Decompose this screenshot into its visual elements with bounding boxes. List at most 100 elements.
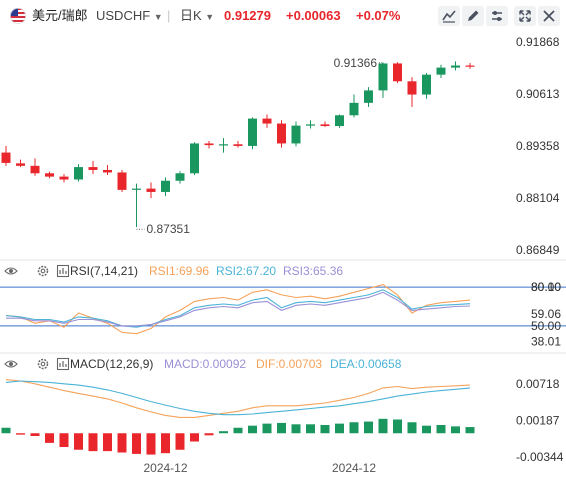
- fullscreen-button[interactable]: [514, 6, 536, 26]
- candle-body: [306, 124, 315, 126]
- macd-histogram-bar: [1, 427, 11, 434]
- macd-histogram-bar: [378, 418, 388, 434]
- draw-button[interactable]: [462, 6, 484, 26]
- macd-histogram-bar: [190, 433, 199, 442]
- candle-body: [393, 63, 402, 82]
- candle-body: [277, 123, 286, 144]
- candle-body: [117, 172, 127, 190]
- macd-histogram-bar: [16, 433, 25, 435]
- gear-icon[interactable]: [36, 264, 50, 278]
- price-tick-label: 0.89358: [516, 139, 560, 153]
- macd-series-line: [5, 379, 471, 418]
- candle-body: [204, 143, 214, 146]
- eye-icon[interactable]: [4, 357, 18, 371]
- period-selector[interactable]: 日K ▼: [180, 8, 214, 25]
- candle-body: [436, 67, 446, 75]
- rsi-tick-label: 38.01: [531, 334, 561, 348]
- macd-header: MACD(12,26,9) MACD:0.00092 DIF:0.00703 D…: [4, 356, 444, 372]
- rsi-tick-label: 80.10: [531, 280, 561, 294]
- macd-histogram-bar: [117, 433, 127, 453]
- macd-histogram-bar: [436, 425, 446, 434]
- last-price: 0.91279: [224, 8, 271, 23]
- macd-histogram-bar: [175, 433, 185, 450]
- indicator-box-icon[interactable]: [56, 264, 70, 278]
- high-price-annotation: 0.91366: [334, 56, 378, 70]
- candle-body: [132, 188, 141, 190]
- rsi3-legend: RSI3:65.36: [283, 264, 344, 278]
- trend-line-icon: [442, 10, 456, 23]
- candle-body: [349, 102, 359, 116]
- macd-histogram-bar: [30, 433, 40, 436]
- macd-tick-label: -0.00344: [516, 450, 564, 464]
- chart-canvas[interactable]: 0.91868 0.90613 0.89358 0.88104 0.86849 0.913…: [0, 32, 566, 479]
- dif-legend: DIF:0.00703: [256, 357, 323, 371]
- macd-histogram-bar: [233, 427, 243, 434]
- macd-panel: 0.00718 0.00187 -0.00344: [0, 352, 566, 464]
- macd-histogram-bar: [74, 433, 83, 450]
- gear-icon[interactable]: [36, 357, 50, 371]
- candle-body: [16, 163, 25, 166]
- candle-body: [407, 81, 417, 95]
- macd-histogram-bar: [161, 433, 170, 454]
- macd-histogram-bar: [88, 433, 98, 452]
- candle-body: [451, 65, 460, 68]
- indicator-box-icon[interactable]: [56, 357, 70, 371]
- candle-body: [45, 173, 54, 177]
- macd-histogram-bar: [320, 425, 330, 434]
- x-tick-label: 2024-12: [143, 461, 187, 475]
- symbol-selector[interactable]: USDCHF ▼: [96, 8, 163, 25]
- close-button[interactable]: [538, 6, 560, 26]
- dea-legend: DEA:0.00658: [330, 357, 402, 371]
- macd-histogram-bar: [277, 422, 286, 434]
- x-axis: 2024-12 2024-12: [143, 461, 376, 475]
- candle-body: [465, 65, 475, 67]
- indicator-button[interactable]: [438, 6, 460, 26]
- candle-body: [320, 124, 330, 127]
- candle-body: [364, 90, 373, 103]
- macd-histogram-bar: [451, 426, 460, 434]
- macd-histogram-bar: [103, 433, 112, 452]
- settings-button[interactable]: [486, 6, 508, 26]
- low-price-annotation: 0.87351: [147, 222, 191, 236]
- macd-tick-label: 0.00187: [516, 413, 560, 427]
- eye-icon[interactable]: [4, 264, 18, 278]
- macd-histogram-bar: [59, 433, 69, 447]
- macd-histogram-bar: [335, 423, 344, 434]
- candle-body: [190, 143, 199, 174]
- candle-body: [262, 118, 272, 124]
- rsi-series-line: [5, 284, 471, 335]
- candle-body: [233, 144, 243, 146]
- rsi-series-line: [6, 291, 471, 327]
- macd-histogram-bar: [262, 423, 272, 434]
- macd-histogram-bar: [45, 433, 54, 443]
- candle-body: [219, 144, 228, 146]
- caret-down-icon: ▼: [205, 12, 215, 22]
- chart-header: 美元/瑞郎 USDCHF ▼ | 日K ▼ 0.91279 +0.00063 +…: [0, 0, 566, 32]
- candle-body: [291, 125, 301, 144]
- macd-histogram-bar: [291, 424, 301, 434]
- macd-series-line: [5, 380, 471, 416]
- macd-histogram-bar: [219, 431, 228, 434]
- macd-histogram-bar: [407, 422, 417, 434]
- macd-histogram-bar: [393, 419, 402, 434]
- candle-body: [146, 188, 156, 192]
- macd-histogram-bar: [248, 425, 257, 434]
- price-tick-label: 0.90613: [516, 87, 560, 101]
- rsi-tick-label: 80.00: [531, 280, 561, 294]
- rsi-tick-label: 59.06: [531, 307, 561, 321]
- pair-name: 美元/瑞郎: [32, 8, 88, 23]
- rsi-series-line: [5, 289, 471, 328]
- price-tick-label: 0.86849: [516, 243, 560, 257]
- candle-body: [161, 180, 170, 192]
- macd-histogram-bar: [132, 433, 141, 454]
- macd-histogram-bar: [465, 427, 475, 434]
- rsi-tick-label: 50.00: [531, 319, 561, 333]
- candle-body: [103, 169, 112, 173]
- candle-body: [378, 63, 388, 91]
- macd-histogram-bar: [204, 433, 214, 436]
- macd-legend: MACD:0.00092: [164, 357, 247, 371]
- candle-body: [335, 115, 344, 127]
- header-divider: |: [167, 8, 171, 23]
- candle-body: [59, 176, 69, 180]
